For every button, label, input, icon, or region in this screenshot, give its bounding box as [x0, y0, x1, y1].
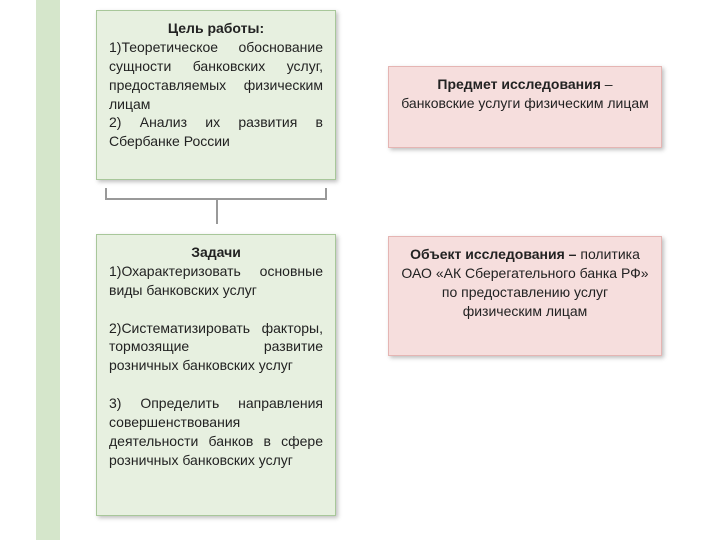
canvas: Цель работы: 1)Теоретическое обоснование…: [0, 0, 720, 540]
subject-label: Предмет исследования: [437, 76, 601, 92]
connector-stem: [216, 198, 218, 224]
subject-box: Предмет исследования – банковские услуги…: [388, 66, 662, 148]
side-stripe: [36, 0, 60, 540]
tasks-box: Задачи 1)Охарактеризовать основные виды …: [96, 234, 336, 516]
goal-box: Цель работы: 1)Теоретическое обоснование…: [96, 10, 336, 180]
connector-tick-left: [105, 188, 107, 198]
object-box: Объект исследования – политика ОАО «АК С…: [388, 236, 662, 356]
goal-body: 1)Теоретическое обоснование сущности бан…: [109, 38, 323, 151]
connector-tick-right: [325, 188, 327, 198]
object-text: Объект исследования – политика ОАО «АК С…: [401, 245, 649, 321]
tasks-title: Задачи: [109, 243, 323, 262]
tasks-body: 1)Охарактеризовать основные виды банковс…: [109, 262, 323, 470]
goal-title: Цель работы:: [109, 19, 323, 38]
subject-text: Предмет исследования – банковские услуги…: [401, 75, 649, 113]
object-label: Объект исследования –: [410, 246, 576, 262]
